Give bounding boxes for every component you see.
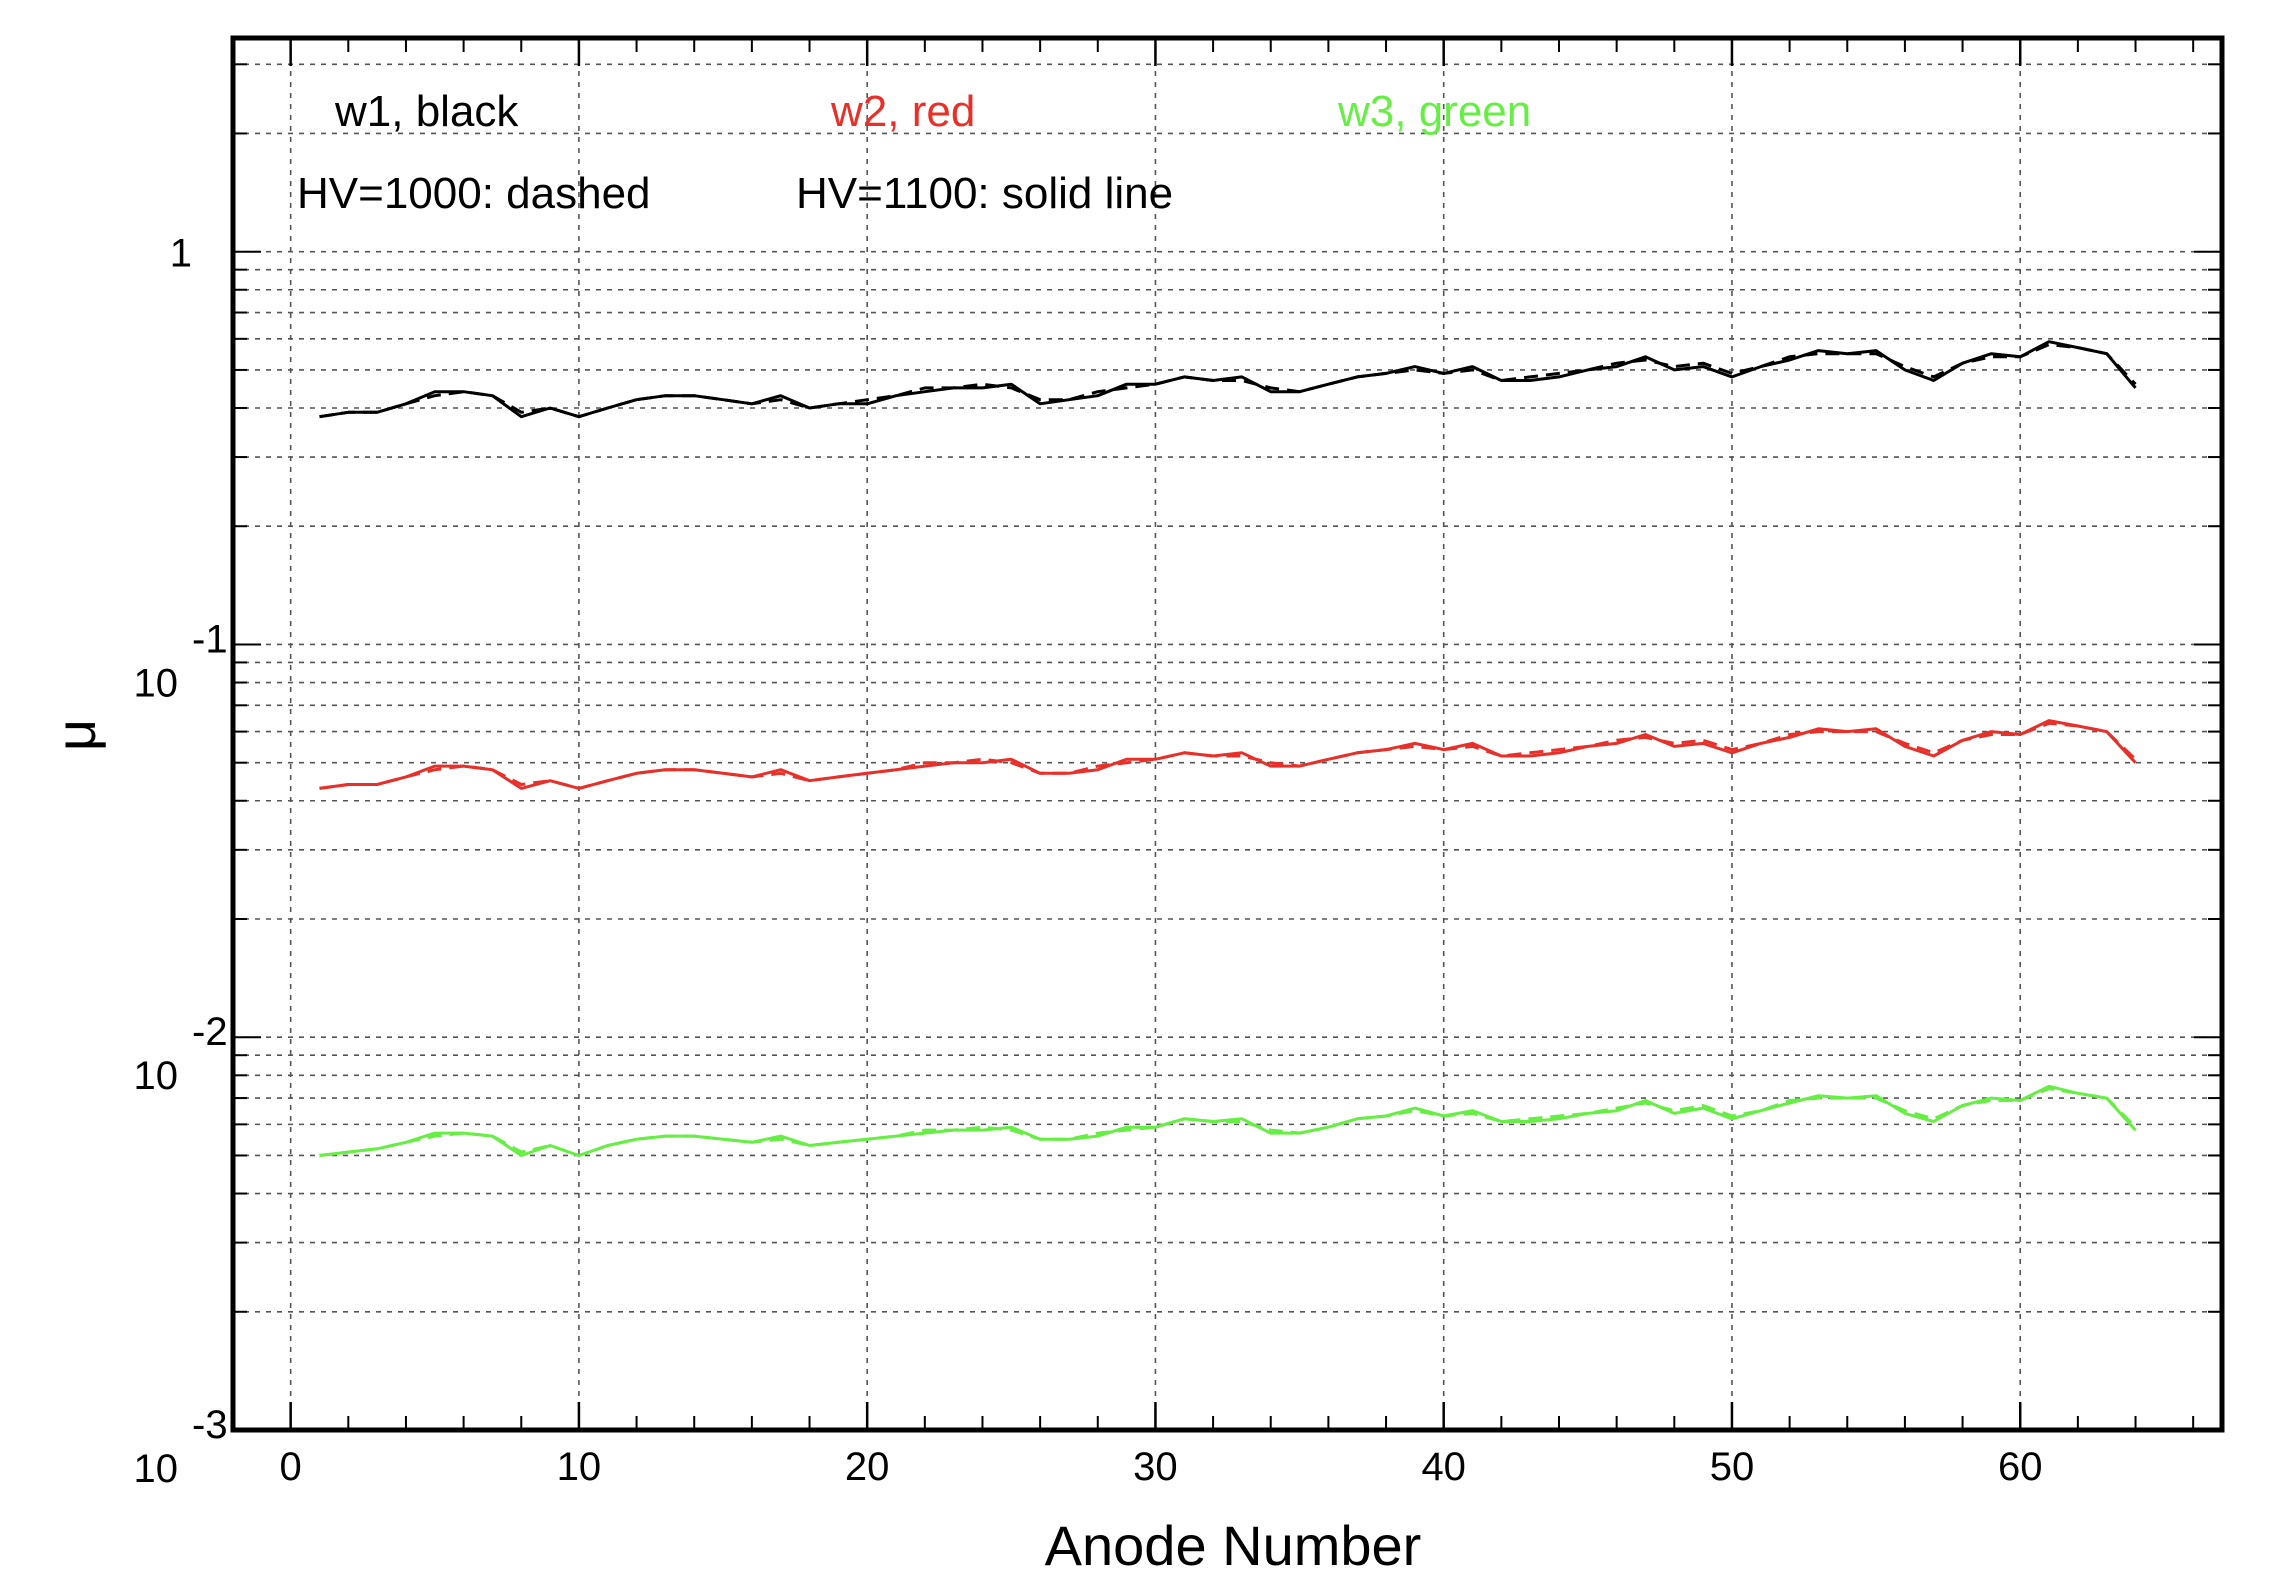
x-tick-label: 50 [1710,1445,1755,1489]
series-line-6 [319,1087,2137,1157]
series-line-4 [319,721,2137,790]
y-axis-title: μ [44,719,107,751]
annotation-text: w2, red [830,87,975,136]
y-tick-label-base: 10 [134,1054,179,1098]
y-tick-label-exponent: -3 [192,1403,228,1447]
annotation-text: w3, green [1337,87,1531,136]
y-tick-labels: 10 -3 10 -2 10 -1 1 [134,232,228,1491]
annotation-text: w1, black [334,87,519,136]
gridlines [233,38,2222,1431]
y-tick-label: 1 [170,232,192,276]
annotation-text: HV=1100: solid line [796,169,1173,218]
axis-ticks [232,38,2222,1431]
series-lines [319,340,2137,1157]
y-tick-label-exponent: -2 [192,1010,228,1054]
series-line-2 [319,343,2137,419]
x-tick-label: 20 [845,1445,890,1489]
y-tick-label-exponent: -1 [192,617,228,661]
y-tick-label-base: 10 [134,661,179,705]
x-axis-title: Anode Number [1045,1514,1422,1577]
x-tick-labels: 0 10 20 30 40 50 60 [280,1445,2043,1489]
annotation-text: HV=1000: dashed [297,169,651,218]
x-tick-label: 40 [1421,1445,1466,1489]
y-tick-label-base: 10 [134,1447,179,1491]
x-tick-label: 0 [280,1445,302,1489]
x-tick-label: 30 [1133,1445,1178,1489]
x-tick-label: 60 [1998,1445,2043,1489]
x-tick-label: 10 [557,1445,602,1489]
plot-frame [230,35,2225,1433]
annotations: w1, black w2, red w3, green HV=1000: dashed… [297,87,1531,218]
